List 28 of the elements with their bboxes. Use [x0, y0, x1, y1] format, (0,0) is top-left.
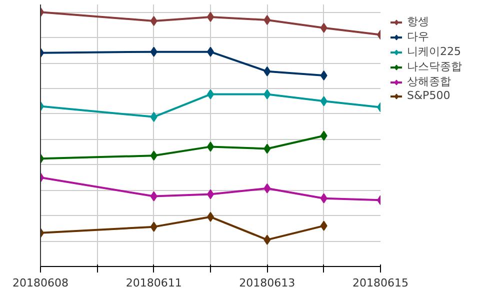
point [150, 191, 158, 202]
legend-label: 다우 [407, 29, 429, 44]
legend-label: 니케이225 [407, 44, 461, 59]
point [150, 150, 158, 161]
point [150, 222, 158, 232]
point [320, 220, 328, 231]
x-tick-label: 20180611 [126, 276, 182, 290]
point [264, 66, 271, 76]
point [320, 193, 328, 204]
x-tick-label: 20180608 [12, 276, 69, 290]
point [264, 183, 271, 194]
x-tick-label: 20180615 [352, 276, 409, 290]
point [320, 96, 328, 106]
legend-label: S&P500 [407, 89, 450, 102]
legend-label: 나스닥종합 [407, 59, 462, 74]
point [320, 70, 328, 80]
point [264, 15, 271, 26]
legend-label: 상해종합 [407, 74, 451, 89]
point [264, 89, 271, 100]
point [150, 16, 158, 26]
x-tick-label: 20180613 [239, 276, 296, 290]
point [264, 144, 271, 154]
point [320, 130, 328, 141]
legend-label: 항셍 [407, 14, 429, 29]
point [150, 46, 158, 57]
point [264, 234, 271, 245]
point [150, 112, 158, 122]
point [320, 22, 328, 33]
